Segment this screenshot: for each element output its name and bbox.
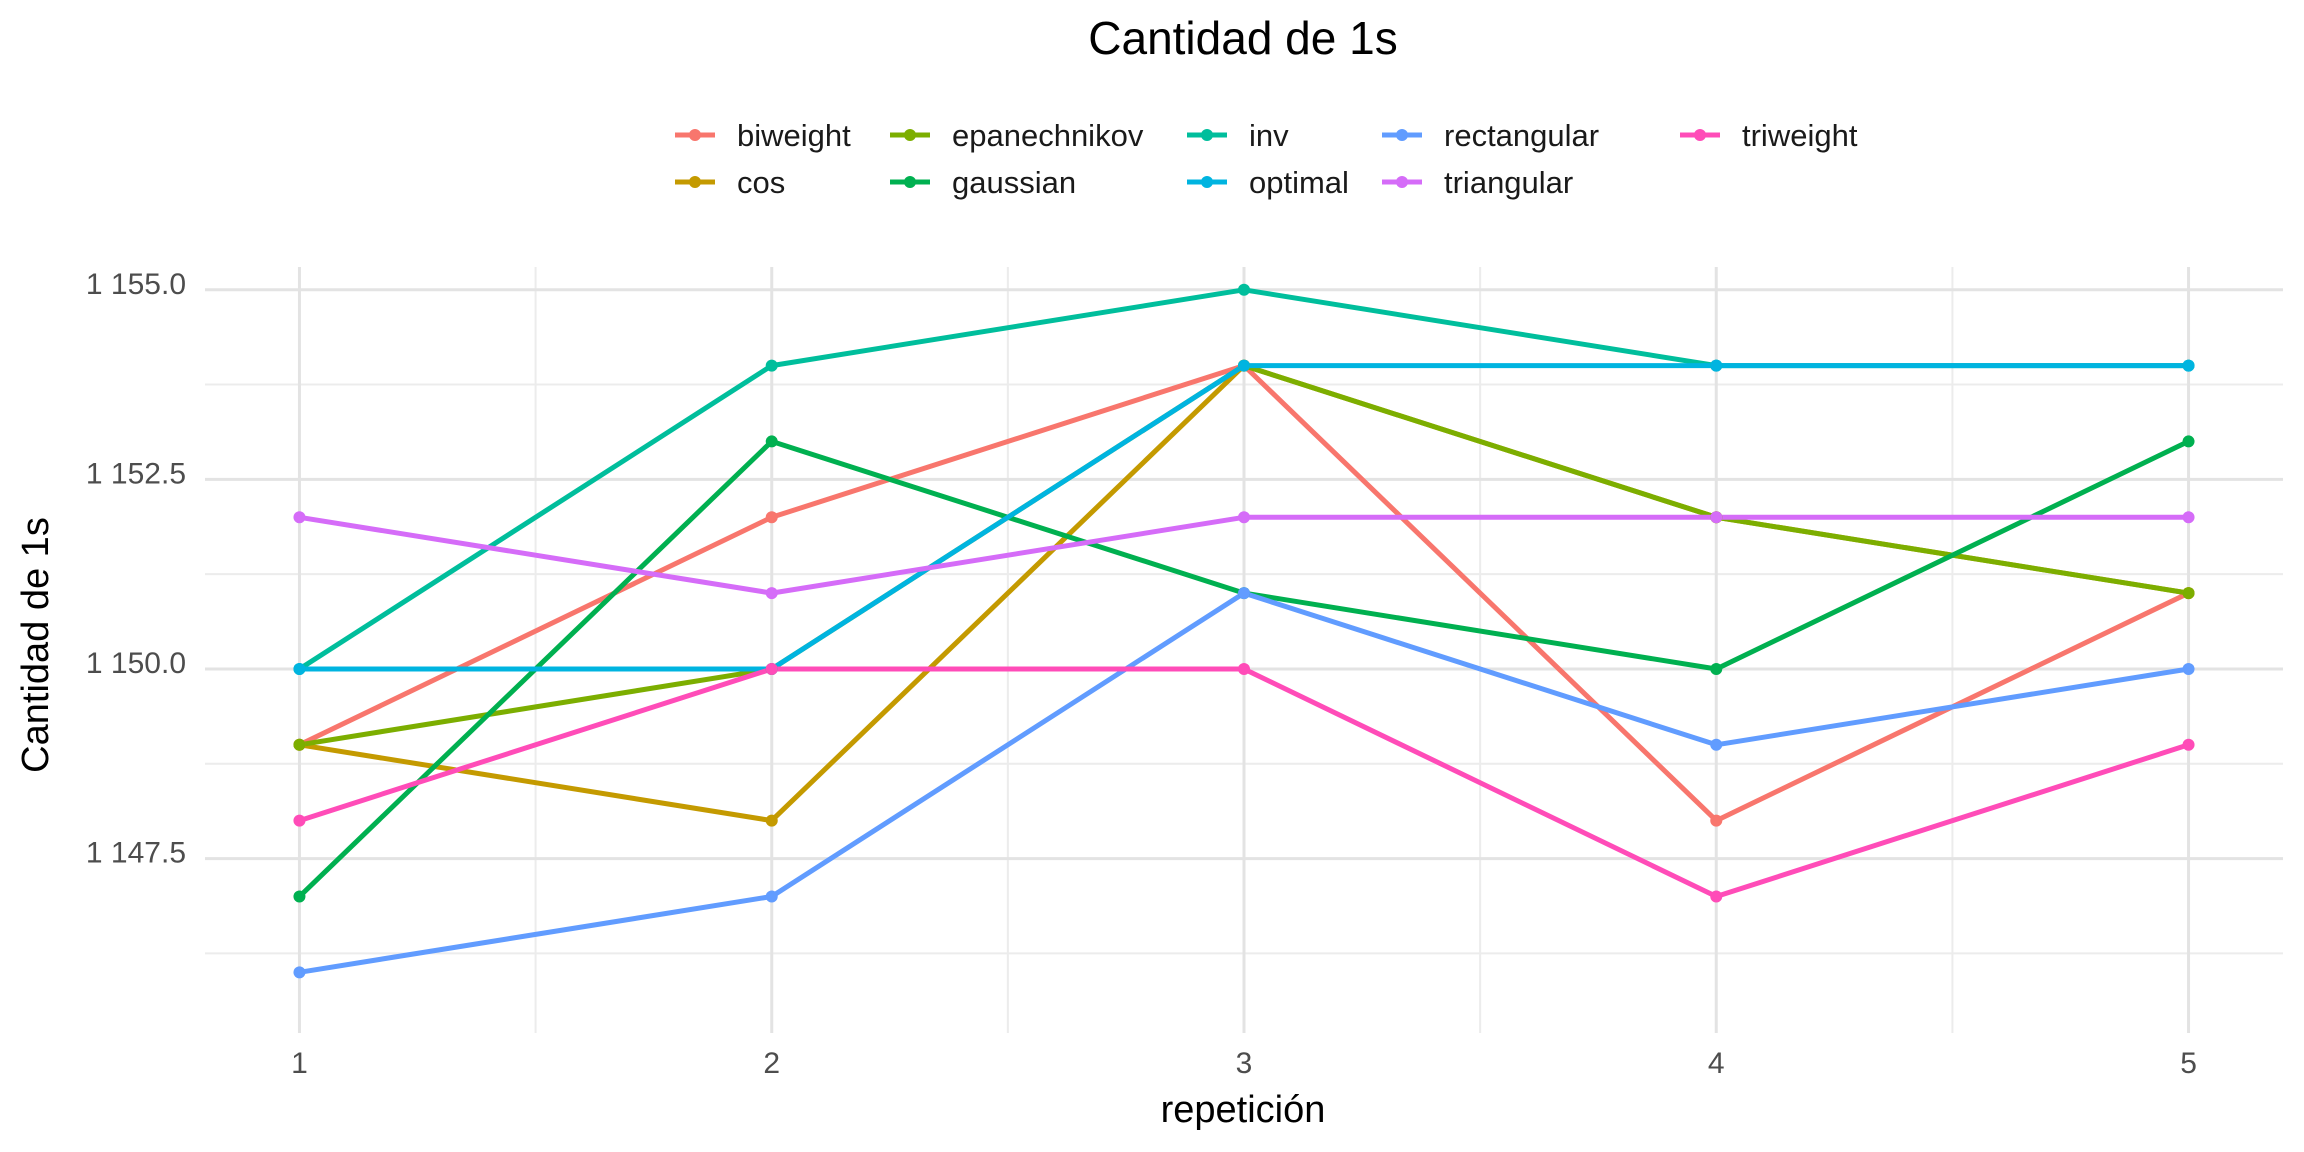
legend-key-point	[689, 129, 701, 141]
legend-item-cos: cos	[675, 165, 785, 200]
legend-key-point	[904, 129, 916, 141]
legend-label: biweight	[737, 118, 851, 153]
data-point-optimal	[293, 662, 306, 675]
legend-item-optimal: optimal	[1187, 165, 1349, 200]
data-point-triweight	[1238, 662, 1250, 675]
legend-item-biweight: biweight	[675, 118, 851, 153]
x-tick-label: 3	[1236, 1047, 1253, 1080]
data-point-triweight	[293, 814, 306, 827]
legend-item-triangular: triangular	[1382, 165, 1573, 200]
data-point-biweight	[765, 511, 778, 524]
data-point-rectangular	[2182, 662, 2195, 675]
legend-label: inv	[1249, 118, 1289, 153]
legend-key-point	[1201, 129, 1213, 141]
legend-label: gaussian	[952, 165, 1076, 200]
chart-title: Cantidad de 1s	[1088, 12, 1397, 64]
data-point-gaussian	[1710, 662, 1723, 675]
series-points	[293, 283, 2195, 979]
legend-label: triangular	[1444, 165, 1573, 200]
data-point-epanechnikov	[2182, 587, 2195, 600]
y-tick-label: 1 155.0	[86, 268, 186, 301]
data-point-optimal	[2182, 359, 2195, 372]
y-tick-label: 1 152.5	[86, 457, 186, 490]
data-point-triweight	[2182, 738, 2195, 751]
x-axis-tick-labels: 1 2 3 4 5	[291, 1047, 2197, 1080]
legend-item-inv: inv	[1187, 118, 1289, 153]
y-axis-title: Cantidad de 1s	[15, 517, 57, 773]
legend: biweight cos epanechnikov gaussian inv optima…	[675, 118, 1858, 200]
data-point-biweight	[1710, 814, 1723, 827]
y-tick-label: 1 147.5	[86, 837, 186, 870]
legend-item-gaussian: gaussian	[890, 165, 1076, 200]
data-point-triweight	[1710, 890, 1723, 903]
data-point-triangular	[765, 587, 778, 600]
legend-key-point	[904, 176, 916, 188]
data-point-gaussian	[765, 435, 778, 448]
legend-label: triweight	[1742, 118, 1858, 153]
plot-grid	[205, 267, 2283, 1033]
data-point-optimal	[1710, 359, 1723, 372]
legend-item-epanechnikov: epanechnikov	[890, 118, 1144, 153]
legend-label: optimal	[1249, 165, 1349, 200]
data-point-optimal	[1238, 359, 1250, 372]
legend-item-rectangular: rectangular	[1382, 118, 1599, 153]
data-point-rectangular	[1238, 587, 1250, 600]
data-point-triangular	[2182, 511, 2195, 524]
data-point-epanechnikov	[293, 738, 306, 751]
x-tick-label: 1	[291, 1047, 308, 1080]
y-axis-tick-labels: 1 147.5 1 150.0 1 152.5 1 155.0	[86, 268, 186, 870]
legend-key-point	[1201, 176, 1213, 188]
legend-label: rectangular	[1444, 118, 1599, 153]
data-point-gaussian	[2182, 435, 2195, 448]
data-point-rectangular	[1710, 738, 1723, 751]
data-point-rectangular	[293, 966, 306, 979]
legend-label: epanechnikov	[952, 118, 1144, 153]
data-point-inv	[765, 359, 778, 372]
legend-key-point	[1396, 129, 1408, 141]
y-tick-label: 1 150.0	[86, 647, 186, 680]
data-point-gaussian	[293, 890, 306, 903]
legend-item-triweight: triweight	[1680, 118, 1858, 153]
x-tick-label: 2	[763, 1047, 780, 1080]
x-tick-label: 5	[2180, 1047, 2197, 1080]
legend-label: cos	[737, 165, 785, 200]
data-point-triangular	[1238, 511, 1250, 524]
data-point-rectangular	[765, 890, 778, 903]
legend-key-point	[1396, 176, 1408, 188]
data-point-triangular	[293, 511, 306, 524]
legend-key-point	[689, 176, 701, 188]
legend-key-point	[1694, 129, 1706, 141]
x-axis-title: repetición	[1161, 1089, 1326, 1131]
data-point-cos	[765, 814, 778, 827]
data-point-triangular	[1710, 511, 1723, 524]
data-point-inv	[1238, 283, 1250, 296]
data-point-triweight	[765, 662, 778, 675]
x-tick-label: 4	[1708, 1047, 1725, 1080]
